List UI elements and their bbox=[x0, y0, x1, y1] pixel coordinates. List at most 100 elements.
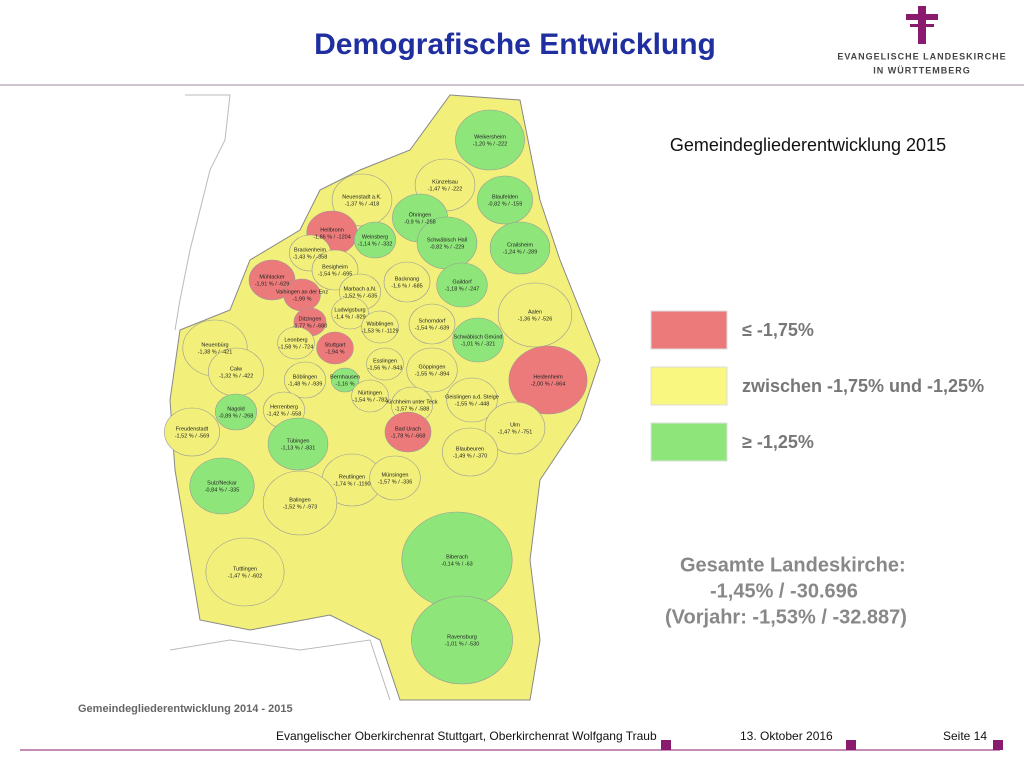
summary-text: -1,45% / -30.696 bbox=[710, 580, 858, 602]
district bbox=[442, 427, 498, 477]
district-name: Waiblingen bbox=[366, 321, 393, 327]
district-name: Blaufelden bbox=[492, 194, 518, 200]
district-name: Bad Urach bbox=[395, 426, 421, 432]
district bbox=[283, 361, 326, 399]
district bbox=[366, 347, 404, 381]
district-name: Backnang bbox=[395, 276, 419, 282]
district-name: Ulm bbox=[510, 422, 520, 428]
district bbox=[384, 411, 432, 453]
district-name: Münsingen bbox=[382, 472, 409, 478]
district bbox=[361, 310, 399, 344]
district-name: Weikersheim bbox=[474, 134, 506, 140]
district-value: -1,55 % / -894 bbox=[415, 371, 450, 377]
district-value: -0,84 % / -335 bbox=[205, 487, 240, 493]
map-caption: Gemeindegliederentwicklung 2014 - 2015 bbox=[78, 703, 293, 715]
district-value: -1,37 % / -418 bbox=[345, 201, 380, 207]
district-name: Vaihingen an der Enz bbox=[276, 289, 328, 295]
border-line bbox=[174, 94, 231, 331]
district-name: Ravensburg bbox=[447, 634, 477, 640]
district-name: Marbach a.N. bbox=[343, 286, 376, 292]
district bbox=[411, 595, 513, 685]
district bbox=[351, 379, 389, 413]
legend-swatch bbox=[650, 422, 728, 462]
district-name: Calw bbox=[230, 366, 242, 372]
district-value: -1,20 % / -222 bbox=[473, 141, 508, 147]
district-value: -1,14 % / -332 bbox=[358, 241, 393, 247]
district-value: -1,47 % / -751 bbox=[498, 429, 533, 435]
district-name: Neuenbürg bbox=[201, 342, 228, 348]
district-name: Heidenheim bbox=[533, 374, 563, 380]
district bbox=[316, 331, 354, 365]
district bbox=[277, 326, 315, 360]
district bbox=[215, 393, 258, 431]
summary: Gesamte Landeskirche: -1,45% / -30.696 (… bbox=[665, 554, 907, 628]
district-value: -2,00 % / -664 bbox=[531, 381, 566, 387]
district bbox=[484, 401, 546, 455]
district-value: -1,6 % / -685 bbox=[391, 283, 423, 289]
logo-text: Evangelische Landeskirche bbox=[837, 51, 1006, 61]
district-name: Schwäbisch Hall bbox=[427, 237, 467, 243]
legend-label: ≤ -1,75% bbox=[742, 320, 814, 340]
district bbox=[353, 221, 396, 259]
district-value: -1,86 % / -1204 bbox=[313, 234, 351, 240]
district-value: -1,57 % / -336 bbox=[378, 479, 413, 485]
district-name: Göppingen bbox=[419, 364, 446, 370]
logo: Evangelische Landeskirche in Württemberg bbox=[837, 6, 1006, 75]
district-name: Schwäbisch Gmünd bbox=[454, 334, 503, 340]
district-name: Besigheim bbox=[322, 264, 348, 270]
district-name: Esslingen bbox=[373, 358, 397, 364]
district-value: -1,78 % / -668 bbox=[391, 433, 426, 439]
district-name: Freudenstadt bbox=[176, 426, 209, 432]
district-value: -1,13 % / -831 bbox=[281, 445, 316, 451]
district-value: -1,55 % / -448 bbox=[455, 401, 490, 407]
district-value: -1,36 % / -526 bbox=[518, 316, 553, 322]
district bbox=[477, 175, 533, 225]
footer-square bbox=[993, 740, 1003, 750]
district-name: Brackenheim bbox=[294, 247, 327, 253]
footer-square bbox=[846, 740, 856, 750]
district-name: Stuttgart bbox=[325, 342, 346, 348]
logo-text: in Württemberg bbox=[873, 65, 971, 75]
district bbox=[164, 407, 220, 457]
district-value: -1,43 % / -358 bbox=[293, 254, 328, 260]
district bbox=[262, 470, 338, 536]
slide-title: Demografische Entwicklung bbox=[314, 28, 716, 61]
district bbox=[455, 109, 525, 171]
summary-text: Gesamte Landeskirche: bbox=[680, 554, 906, 576]
district-value: -1,58 % / -724 bbox=[279, 344, 314, 350]
district-value: -1,57 % / -588 bbox=[395, 406, 430, 412]
district-value: -1,53 % / -1129 bbox=[361, 328, 398, 334]
district-value: -1,4 % / -929 bbox=[334, 314, 366, 320]
district bbox=[452, 317, 504, 363]
district-value: -1,74 % / -1190 bbox=[333, 481, 370, 487]
logo-cross bbox=[906, 14, 938, 20]
district-name: Böblingen bbox=[293, 374, 317, 380]
district-value: -1,54 % / -695 bbox=[318, 271, 353, 277]
district-value: -1,94 % bbox=[326, 349, 345, 355]
district bbox=[408, 303, 456, 345]
footer-author: Evangelischer Oberkirchenrat Stuttgart, … bbox=[276, 729, 657, 743]
district-name: Tuttlingen bbox=[233, 566, 257, 572]
district-value: -1,54 % / -782 bbox=[353, 397, 388, 403]
district-name: Reutlingen bbox=[339, 474, 365, 480]
legend-label: zwischen -1,75% und -1,25% bbox=[742, 376, 984, 396]
district-value: -1,47 % / -602 bbox=[228, 573, 263, 579]
district-value: -1,38 % / -421 bbox=[198, 349, 233, 355]
district-name: Aalen bbox=[528, 309, 542, 315]
district-value: -1,54 % / -639 bbox=[415, 325, 450, 331]
district-name: Bernhausen bbox=[330, 374, 360, 380]
legend: ≤ -1,75% zwischen -1,75% und -1,25% ≥ -1,2… bbox=[650, 310, 984, 462]
district-name: Tübingen bbox=[287, 438, 310, 444]
district-name: Balingen bbox=[289, 497, 310, 503]
district-name: Leonberg bbox=[284, 337, 307, 343]
district-name: Heilbronn bbox=[320, 227, 344, 233]
district-name: Biberach bbox=[446, 554, 468, 560]
district bbox=[267, 417, 329, 471]
district-value: -1,18 % / -247 bbox=[445, 286, 480, 292]
district-value: -0,14 % / -63 bbox=[441, 561, 473, 567]
district bbox=[383, 261, 431, 303]
district-name: Nagold bbox=[227, 406, 244, 412]
map-subtitle: Gemeindegliederentwicklung 2015 bbox=[670, 135, 946, 155]
legend-swatch bbox=[650, 366, 728, 406]
